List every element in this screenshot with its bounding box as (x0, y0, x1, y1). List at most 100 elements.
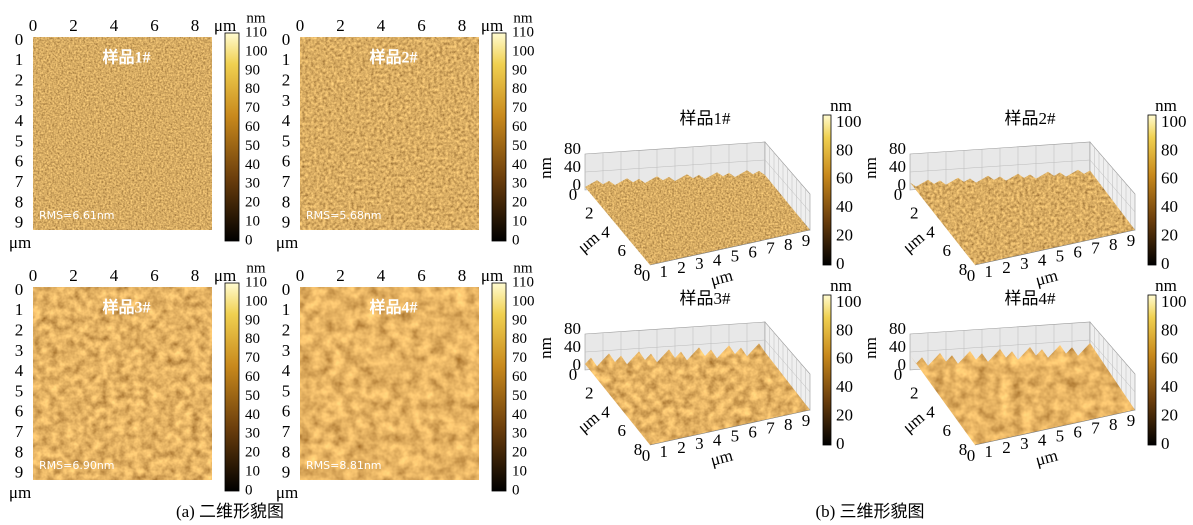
y-tick-label: 3 (282, 91, 291, 110)
x-tick-label: 4 (1038, 250, 1047, 269)
y-tick-label: 8 (959, 260, 968, 279)
y-tick-label: 8 (634, 260, 643, 279)
y-tick-label: 7 (15, 172, 24, 191)
colorbar-tick-label: 60 (836, 349, 853, 368)
y-tick-label: 8 (959, 440, 968, 459)
y-unit: μm (899, 228, 928, 257)
x-tick-label: 8 (1109, 415, 1118, 434)
z-unit: nm (861, 157, 880, 179)
caption: (a) 二维形貌图 (176, 502, 284, 521)
x-tick-label: 6 (150, 266, 159, 285)
x-tick-label: 4 (1038, 430, 1047, 449)
colorbar-tick-label: 80 (836, 140, 853, 159)
x-tick-label: 4 (110, 16, 119, 35)
y-tick-label: 2 (585, 384, 594, 403)
x-tick-label: 4 (377, 16, 386, 35)
y-tick-label: 7 (282, 172, 291, 191)
image-title: 样品2# (1005, 109, 1056, 128)
colorbar-tick-label: 0 (512, 482, 520, 498)
y-tick-label: 6 (15, 402, 24, 421)
colorbar-tick-label: 30 (512, 176, 527, 192)
colorbar (1148, 115, 1156, 265)
colorbar-tick-label: 60 (245, 369, 260, 385)
y-tick-label: 1 (282, 50, 291, 69)
colorbar-tick-label: 20 (512, 445, 527, 461)
z-tick-label: 40 (889, 337, 906, 356)
x-tick-label: 6 (417, 16, 426, 35)
rms-label: RMS=5.68nm (306, 209, 382, 222)
x-tick-label: 2 (677, 258, 686, 277)
colorbar-tick-label: 20 (245, 195, 260, 211)
x-unit: μm (214, 266, 236, 285)
colorbar-tick-label: 110 (512, 274, 534, 290)
y-unit: μm (9, 233, 31, 252)
y-tick-label: 8 (15, 442, 24, 461)
x-tick-label: 0 (642, 266, 651, 285)
x-tick-label: 7 (766, 239, 775, 258)
x-tick-label: 6 (748, 243, 757, 262)
colorbar-tick-label: 60 (512, 369, 527, 385)
colorbar-tick-label: 100 (245, 43, 268, 59)
colorbar-tick-label: 80 (245, 81, 260, 97)
image-title: 样品2# (369, 48, 417, 67)
y-tick-label: 9 (15, 213, 24, 232)
colorbar-tick-label: 10 (512, 214, 527, 230)
colorbar-tick-label: 20 (836, 406, 853, 425)
colorbar-tick-label: 110 (512, 24, 534, 40)
z-tick-label: 80 (889, 319, 906, 338)
x-tick-label: 9 (802, 411, 811, 430)
colorbar-tick-label: 30 (512, 426, 527, 442)
y-tick-label: 8 (282, 442, 291, 461)
y-tick-label: 1 (282, 300, 291, 319)
x-tick-label: 2 (336, 266, 345, 285)
x-tick-label: 9 (1127, 231, 1136, 250)
y-tick-label: 0 (282, 30, 291, 49)
colorbar-tick-label: 80 (512, 81, 527, 97)
colorbar-tick-label: 110 (245, 24, 267, 40)
y-tick-label: 6 (282, 152, 291, 171)
y-tick-label: 4 (282, 111, 291, 130)
y-tick-label: 8 (634, 440, 643, 459)
x-tick-label: 4 (713, 250, 722, 269)
y-tick-label: 2 (282, 321, 291, 340)
y-tick-label: 8 (282, 192, 291, 211)
x-tick-label: 5 (731, 246, 740, 265)
colorbar-tick-label: 100 (1161, 292, 1187, 311)
x-tick-label: 0 (642, 446, 651, 465)
colorbar-tick-label: 40 (245, 407, 260, 423)
x-tick-label: 4 (110, 266, 119, 285)
x-tick-label: 9 (802, 231, 811, 250)
y-tick-label: 5 (15, 381, 24, 400)
x-tick-label: 1 (985, 262, 994, 281)
y-tick-label: 4 (15, 361, 24, 380)
image-title: 样品1# (680, 109, 731, 128)
x-tick-label: 6 (1073, 243, 1082, 262)
x-tick-label: 0 (967, 446, 976, 465)
colorbar-tick-label: 60 (1161, 349, 1178, 368)
colorbar-tick-label: 80 (1161, 140, 1178, 159)
x-tick-label: 7 (766, 419, 775, 438)
y-tick-label: 2 (910, 384, 919, 403)
colorbar-tick-label: 110 (245, 274, 267, 290)
colorbar-tick-label: 90 (245, 62, 260, 78)
y-unit: μm (574, 228, 603, 257)
x-tick-label: 6 (417, 266, 426, 285)
y-tick-label: 4 (601, 402, 610, 421)
colorbar-tick-label: 20 (836, 226, 853, 245)
y-tick-label: 0 (15, 30, 24, 49)
z-tick-label: 40 (564, 337, 581, 356)
colorbar-tick-label: 100 (512, 293, 535, 309)
x-tick-label: 0 (296, 266, 305, 285)
y-unit: μm (899, 408, 928, 437)
colorbar (225, 33, 239, 241)
y-tick-label: 4 (282, 361, 291, 380)
colorbar-tick-label: 100 (836, 112, 862, 131)
y-tick-label: 6 (618, 241, 627, 260)
z-tick-label: 80 (564, 139, 581, 158)
x-tick-label: 0 (29, 16, 38, 35)
z-unit: nm (536, 337, 555, 359)
colorbar-tick-label: 70 (245, 100, 260, 116)
y-tick-label: 3 (15, 341, 24, 360)
colorbar-tick-label: 80 (512, 331, 527, 347)
colorbar-tick-label: 60 (836, 169, 853, 188)
